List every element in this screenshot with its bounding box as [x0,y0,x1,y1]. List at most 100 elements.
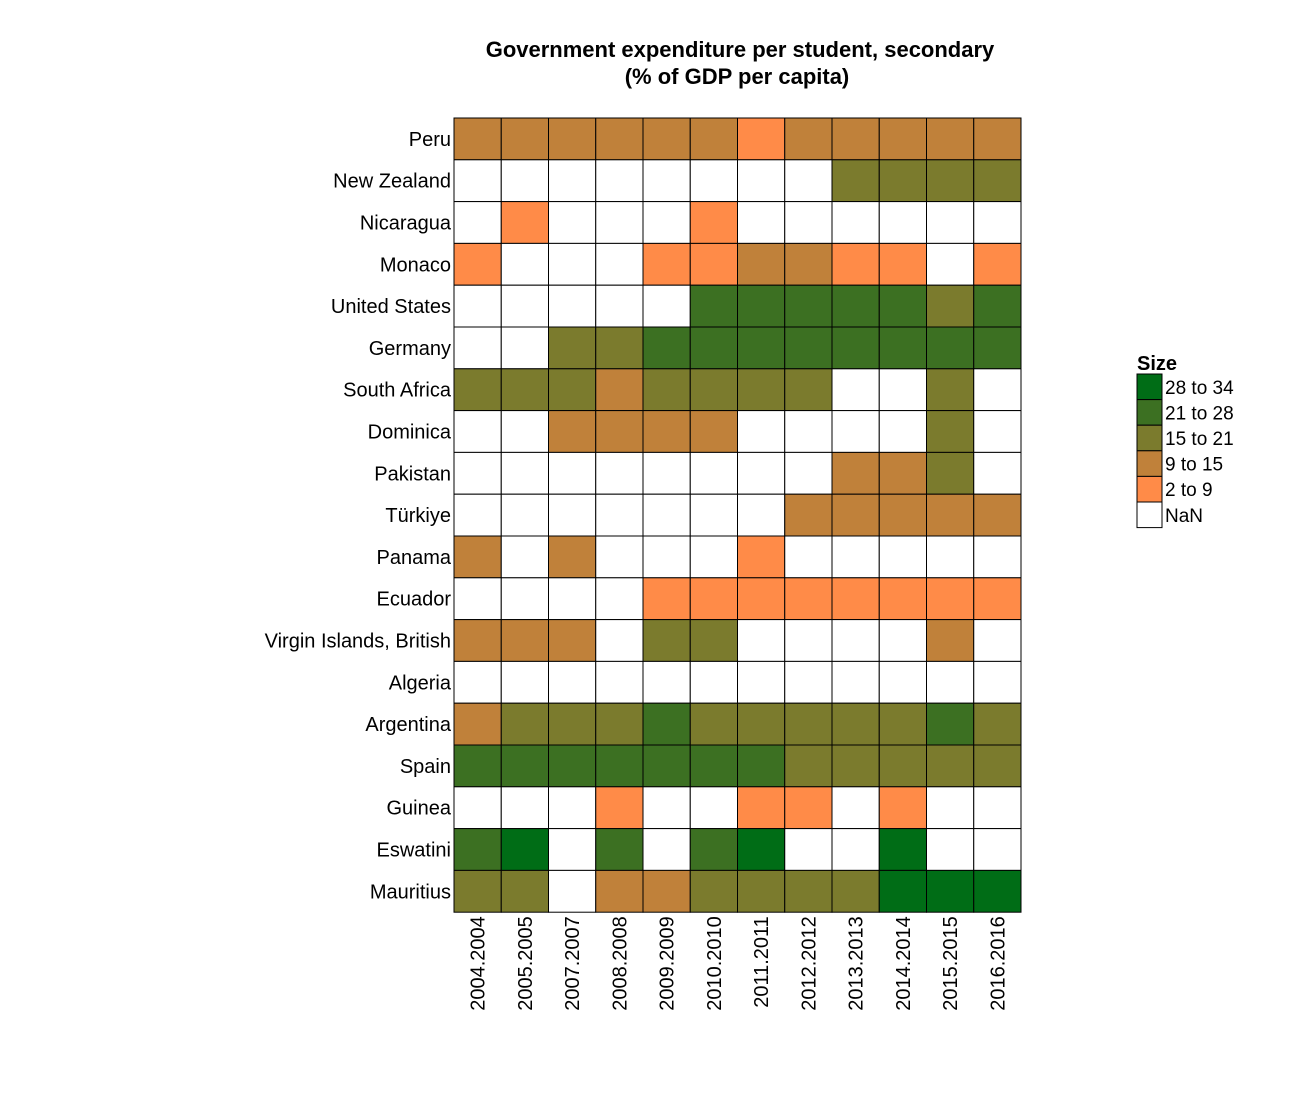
heatmap-cell [642,159,691,203]
heatmap-cell [548,786,597,830]
heatmap-cell [784,786,833,830]
heatmap-cell [500,117,549,161]
heatmap-cell [878,702,927,746]
y-tick-label: Türkiye [385,505,451,527]
heatmap-cell [642,368,691,412]
heatmap-cell [926,619,975,662]
heatmap-cell [548,410,597,453]
heatmap-cell [642,326,691,370]
heatmap-cell [548,201,597,244]
heatmap-cell [926,410,975,453]
heatmap-cell [973,577,1022,621]
heatmap-cell [595,451,644,495]
y-tick-label: Nicaragua [360,213,452,235]
heatmap-cell [737,619,786,662]
heatmap-cell [453,619,502,662]
heatmap-cell [689,786,738,830]
heatmap-cell [642,660,691,704]
heatmap-cell [453,284,502,328]
heatmap-cell [595,284,644,328]
y-tick-label: United States [331,296,451,318]
x-tick-label: 2014.2014 [893,916,915,1011]
heatmap-cell [878,242,927,286]
heatmap-cell [973,326,1022,370]
heatmap-cell [595,744,644,788]
heatmap-cell [500,869,549,913]
heatmap-cell [737,869,786,913]
heatmap-cell [831,702,880,746]
heatmap-cell [689,493,738,537]
heatmap-cell [737,326,786,370]
heatmap-cell [926,201,975,244]
heatmap-cell [689,828,738,871]
x-tick-label: 2008.2008 [609,916,631,1011]
heatmap-cell [926,368,975,412]
heatmap-cell [831,869,880,913]
heatmap-cell [642,786,691,830]
x-tick-label: 2012.2012 [798,916,820,1011]
x-tick-label: 2004.2004 [468,916,490,1011]
heatmap-cell [548,577,597,621]
heatmap-cell [973,660,1022,704]
heatmap-cell [500,702,549,746]
heatmap-cell [689,117,738,161]
heatmap-cell [642,869,691,913]
heatmap-cell [878,869,927,913]
legend-label: 2 to 9 [1165,480,1213,501]
heatmap-cell [831,493,880,537]
heatmap-cell [926,451,975,495]
heatmap-cell [689,159,738,203]
heatmap-cell [973,493,1022,537]
heatmap-cell [831,451,880,495]
legend-label: NaN [1165,506,1203,527]
heatmap-cell [831,786,880,830]
heatmap-cell [784,660,833,704]
heatmap-cell [737,493,786,537]
heatmap-cell [548,535,597,579]
heatmap-cell [831,117,880,161]
heatmap-cell [784,828,833,871]
heatmap-cell [595,117,644,161]
heatmap-cell [689,451,738,495]
heatmap-cell [737,744,786,788]
heatmap-cell [689,535,738,579]
heatmap-cell [689,577,738,621]
heatmap-cell [453,117,502,161]
x-tick-label: 2007.2007 [562,916,584,1011]
heatmap-cell [737,535,786,579]
legend-title: Size [1137,353,1177,375]
heatmap-cell [642,410,691,453]
heatmap-cell [926,869,975,913]
heatmap-cell [784,117,833,161]
heatmap-cell [453,702,502,746]
heatmap-cell [595,159,644,203]
heatmap-cell [500,368,549,412]
heatmap-cell [548,368,597,412]
legend-items: 28 to 34 21 to 28 15 to 21 9 to 15 2 to 9 NaN [1136,373,1234,529]
heatmap-cell [878,786,927,830]
heatmap-cell [689,869,738,913]
heatmap-cell [784,535,833,579]
heatmap-cell [926,117,975,161]
heatmap-cell [878,828,927,871]
heatmap-cell [595,368,644,412]
x-tick-label: 2013.2013 [846,916,868,1011]
legend-swatch [1136,475,1163,503]
heatmap-cell [548,619,597,662]
y-tick-label: Eswatini [377,840,451,862]
heatmap-cell [831,326,880,370]
heatmap-cell [784,577,833,621]
heatmap-cell [500,493,549,537]
heatmap-cell [689,410,738,453]
heatmap-cell [453,535,502,579]
heatmap-cell [737,451,786,495]
heatmap-cell [784,619,833,662]
heatmap-cell [973,786,1022,830]
heatmap-cell [784,242,833,286]
heatmap-cell [453,410,502,453]
heatmap-cell [642,619,691,662]
heatmap-cell [784,326,833,370]
heatmap-cell [878,577,927,621]
heatmap-cell [453,577,502,621]
